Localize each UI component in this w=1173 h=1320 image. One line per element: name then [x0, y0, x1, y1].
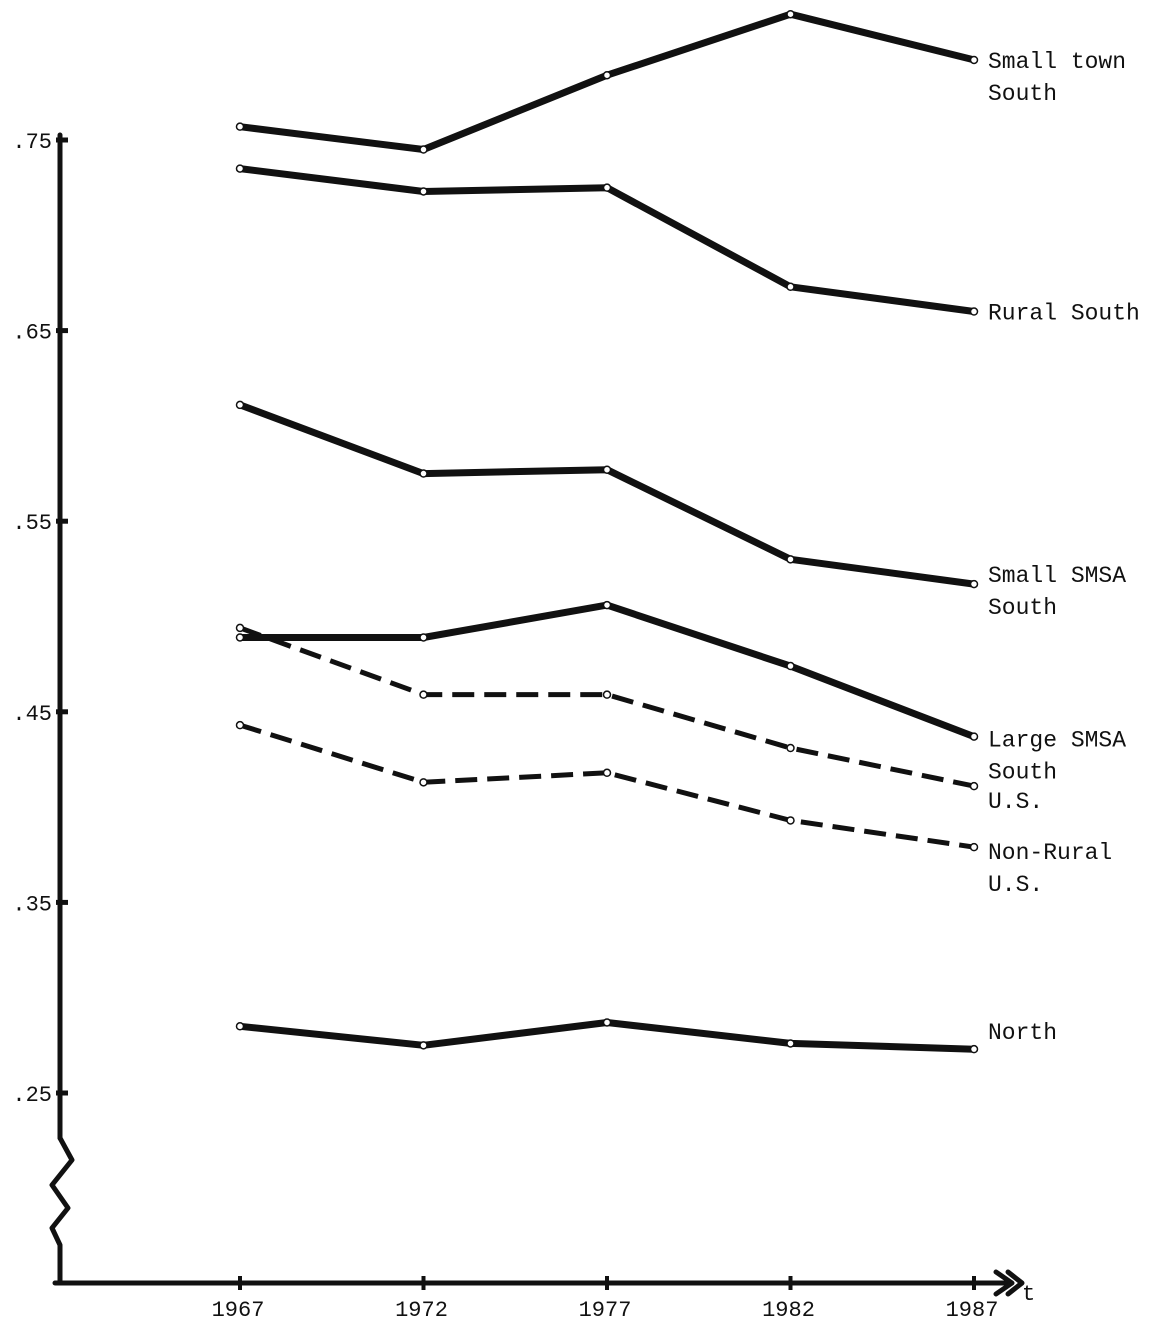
data-point — [786, 1039, 795, 1048]
data-point — [602, 1018, 612, 1027]
data-point — [419, 187, 428, 196]
data-point — [602, 768, 612, 778]
data-point — [969, 842, 979, 852]
series-label: Small town — [988, 49, 1126, 75]
data-point — [419, 1041, 428, 1050]
data-point — [419, 469, 428, 478]
data-point — [969, 307, 979, 316]
series-label: South — [988, 760, 1057, 786]
y-tick-label: .75 — [12, 130, 52, 155]
data-point — [235, 720, 245, 730]
series-north: North — [235, 1018, 1057, 1054]
series-small-smsa-south: Small SMSA South — [235, 400, 1126, 621]
data-point — [419, 633, 428, 642]
data-point — [235, 633, 245, 642]
series-group: Small town South Rural South Small SMSA So… — [235, 9, 1140, 1054]
series-label: Large SMSA — [988, 728, 1126, 754]
series-line — [236, 601, 978, 741]
data-point — [602, 465, 612, 474]
data-point — [786, 282, 795, 292]
data-point — [969, 579, 979, 589]
axes: t — [49, 132, 1035, 1307]
y-tick-label: .65 — [12, 321, 52, 346]
data-point — [419, 690, 428, 699]
y-axis-break — [49, 1135, 75, 1286]
series-label: South — [988, 81, 1057, 107]
x-tick-label: 1972 — [395, 1298, 448, 1320]
data-point — [602, 600, 612, 610]
series-non-rural-u-s: Non-Rural U.S. — [235, 720, 1112, 898]
data-point — [602, 70, 612, 80]
y-tick-label: .45 — [12, 702, 52, 727]
data-point — [969, 732, 979, 741]
data-point — [235, 164, 245, 173]
data-point — [786, 555, 795, 564]
x-tick-label: 1987 — [946, 1298, 999, 1320]
data-point — [419, 145, 428, 154]
series-label: U.S. — [988, 789, 1043, 815]
y-ticks: .25 .35 .45 .55 .65 .75 — [12, 130, 68, 1108]
data-point — [235, 400, 245, 410]
series-label: Small SMSA — [988, 563, 1126, 589]
data-point — [602, 183, 612, 192]
series-line — [239, 722, 975, 850]
series-line — [239, 625, 975, 789]
data-point — [235, 1022, 245, 1031]
y-tick-label: .55 — [12, 511, 52, 536]
x-tick-label: 1977 — [579, 1298, 632, 1320]
data-point — [786, 9, 795, 19]
data-point — [786, 661, 795, 671]
data-point — [969, 55, 979, 65]
series-small-town-south: Small town South — [235, 9, 1126, 154]
data-point — [419, 778, 428, 787]
y-tick-label: .35 — [12, 892, 52, 917]
series-label: Non-Rural — [988, 840, 1112, 866]
series-line — [236, 401, 978, 588]
series-line — [236, 10, 978, 153]
series-large-smsa-south: Large SMSA South — [235, 600, 1126, 786]
series-label: Rural South — [988, 301, 1140, 327]
series-label: North — [988, 1020, 1057, 1046]
data-point — [786, 816, 795, 825]
x-axis-arrow — [993, 1269, 1025, 1297]
x-tick-label: 1967 — [212, 1298, 265, 1320]
series-rural-south: Rural South — [235, 164, 1140, 327]
x-tick-label: 1982 — [762, 1298, 815, 1320]
data-point — [969, 781, 979, 791]
series-label: U.S. — [988, 872, 1043, 898]
x-axis-label: t — [1022, 1282, 1035, 1307]
y-tick-label: .25 — [12, 1083, 52, 1108]
series-label: South — [988, 595, 1057, 621]
data-point — [786, 743, 795, 753]
x-ticks: 1967 1972 1977 1982 1987 — [212, 1276, 999, 1320]
data-point — [969, 1044, 979, 1054]
data-point — [602, 690, 612, 699]
data-point — [235, 623, 245, 633]
series-u-s: U.S. — [235, 623, 1043, 815]
data-point — [235, 122, 245, 131]
